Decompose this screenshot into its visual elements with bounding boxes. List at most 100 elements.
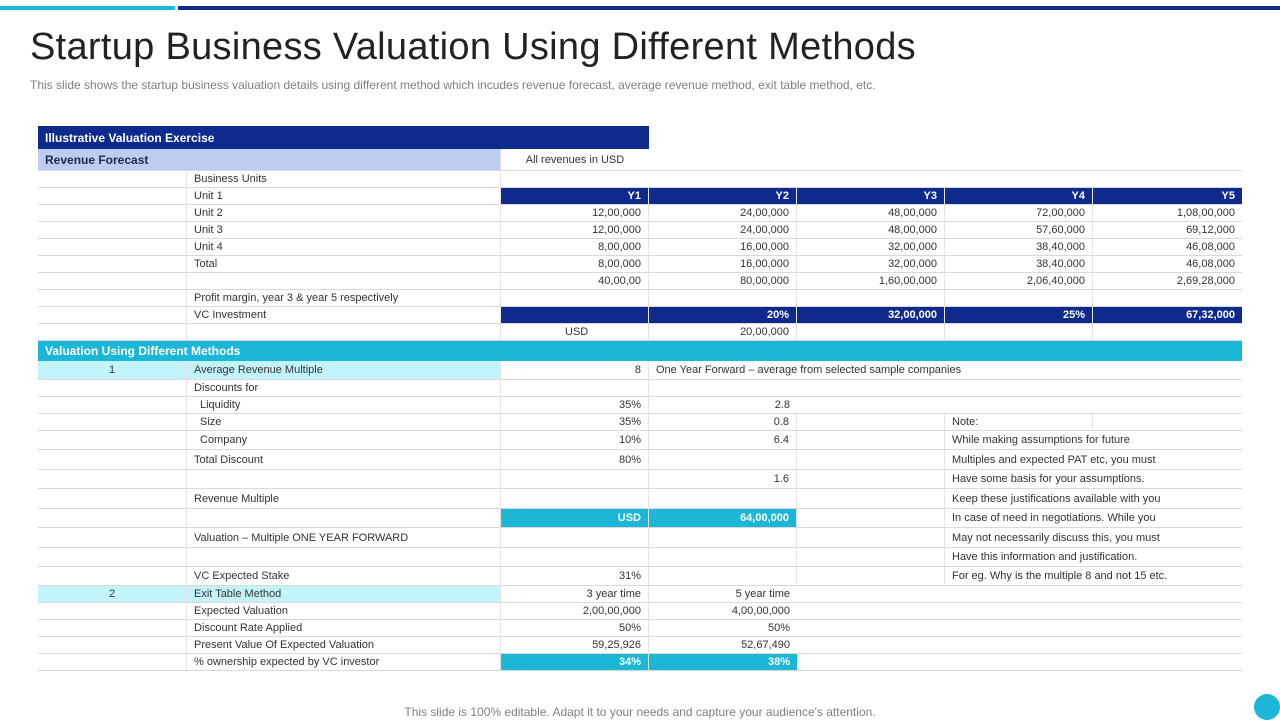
total-value: 80,00,000	[649, 273, 797, 289]
discount-row: Company 10% 6.4 While making assumptions…	[38, 431, 1242, 450]
unit-value: 48,00,000	[797, 205, 945, 221]
unit-value: 16,00,000	[649, 256, 797, 272]
profit-margin-value: 32,00,000	[797, 307, 945, 323]
method-name: Exit Table Method	[187, 586, 501, 602]
after-discount-value: 1.6	[649, 470, 797, 488]
business-units-label: Business Units	[187, 171, 501, 187]
unit-value: 38,40,000	[945, 256, 1093, 272]
note-line: Keep these justifications available with…	[952, 492, 1161, 505]
table-row: Unit 4 8,00,000 16,00,000 32,00,000 38,4…	[38, 239, 1242, 256]
exit-row-value: 4,00,00,000	[731, 605, 790, 617]
revenue-currency: USD	[501, 509, 649, 527]
note-line: Note:	[945, 414, 1093, 430]
multiple-value: 8	[501, 361, 649, 379]
discount-factor: 2.8	[774, 399, 790, 411]
unit-value: 72,00,000	[945, 205, 1093, 221]
exit-col-header: 3 year time	[501, 586, 649, 602]
exit-row-label: % ownership expected by VC investor	[187, 654, 501, 670]
revenue-value-row: USD 64,00,000 In case of need in negotia…	[38, 509, 1242, 528]
method-number: 1	[38, 361, 187, 379]
year-header: Y1	[501, 188, 649, 204]
slide-title: Startup Business Valuation Using Differe…	[30, 26, 916, 68]
total-value: 40,00,00	[501, 273, 649, 289]
vc-investment-amount: 20,00,000	[649, 324, 797, 340]
exit-row-value: 50%	[767, 622, 790, 634]
unit-value: 12,00,000	[501, 222, 649, 238]
method-name: Average Revenue Multiple	[187, 361, 501, 379]
valuation-header: Valuation Using Different Methods	[38, 341, 1242, 361]
discount-label: Size	[187, 414, 501, 430]
unit-value: 1,08,00,000	[1176, 207, 1235, 219]
note-line: May not necessarily discuss this, you mu…	[952, 531, 1160, 544]
discount-label: Liquidity	[187, 397, 501, 413]
unit-value: 32,00,000	[797, 239, 945, 255]
table-row: Have this information and justification.	[38, 548, 1242, 567]
exit-row-value: 2,00,00,000	[501, 603, 649, 619]
valuation-header-row: Valuation Using Different Methods	[38, 341, 1242, 361]
exit-row-value: 34%	[501, 654, 649, 670]
unit-value: 8,00,000	[501, 239, 649, 255]
table-row: Unit 2 12,00,000 24,00,000 48,00,000 72,…	[38, 205, 1242, 222]
years-header-row: Unit 1 Y1 Y2 Y3 Y4 Y5	[38, 188, 1242, 205]
table-row: Total 8,00,000 16,00,000 32,00,000 38,40…	[38, 256, 1242, 273]
unit-value: 8,00,000	[501, 256, 649, 272]
unit-value: 46,08,000	[1186, 241, 1235, 253]
note-line: Have some basis for your assumptions.	[952, 473, 1145, 485]
note-line: While making assumptions for future	[952, 434, 1130, 446]
discounts-for-row: Discounts for	[38, 380, 1242, 397]
vc-stake-value: 31%	[501, 567, 649, 585]
exit-col-header: 5 year time	[735, 588, 790, 600]
method-number: 2	[38, 586, 187, 602]
discounts-for-label: Discounts for	[187, 380, 501, 396]
accent-bar-cyan	[0, 6, 175, 10]
total-discount-pct: 80%	[501, 450, 649, 469]
valuation-multiple-label: Valuation – Multiple ONE YEAR FORWARD	[187, 528, 501, 547]
exit-row-value: 52,67,490	[741, 639, 790, 651]
table-row: Discount Rate Applied 50% 50%	[38, 620, 1242, 637]
unit-value: 38,40,000	[945, 239, 1093, 255]
slide-footer: This slide is 100% editable. Adapt it to…	[404, 705, 876, 719]
exit-row-label: Expected Valuation	[187, 603, 501, 619]
valuation-multiple-row: Valuation – Multiple ONE YEAR FORWARD Ma…	[38, 528, 1242, 548]
unit-value: 12,00,000	[501, 205, 649, 221]
exit-row-label: Present Value Of Expected Valuation	[187, 637, 501, 653]
unit-value: 24,00,000	[649, 222, 797, 238]
profit-margin-value: 67,32,000	[1093, 307, 1242, 323]
unit-label: Unit 4	[187, 239, 501, 255]
table-row: Unit 3 12,00,000 24,00,000 48,00,000 57,…	[38, 222, 1242, 239]
table-header-row: Illustrative Valuation Exercise	[38, 126, 1242, 149]
vc-stake-label: VC Expected Stake	[187, 567, 501, 585]
discount-pct: 10%	[501, 431, 649, 449]
unit-value: 57,60,000	[945, 222, 1093, 238]
table-row: % ownership expected by VC investor 34% …	[38, 654, 1242, 671]
revenue-forecast-row: Revenue Forecast All revenues in USD	[38, 149, 1242, 171]
profit-margin-value: 25%	[945, 307, 1093, 323]
profit-margin-label: Profit margin, year 3 & year 5 respectiv…	[187, 290, 501, 306]
discount-pct: 35%	[501, 414, 649, 430]
method1-row: 1 Average Revenue Multiple 8 One Year Fo…	[38, 361, 1242, 380]
discount-label: Company	[187, 431, 501, 449]
discount-row: Liquidity 35% 2.8	[38, 397, 1242, 414]
unit-value: 69,12,000	[1186, 224, 1235, 236]
unit-label: Total	[187, 256, 501, 272]
discount-row: Size 35% 0.8 Note:	[38, 414, 1242, 431]
exit-row-value: 38%	[649, 654, 797, 670]
accent-bar-navy	[178, 6, 1280, 10]
total-discount-label: Total Discount	[187, 450, 501, 469]
note-line: In case of need in negotiations. While y…	[952, 512, 1156, 524]
discount-pct: 35%	[501, 397, 649, 413]
after-discount-row: 1.6 Have some basis for your assumptions…	[38, 470, 1242, 489]
year-header: Y2	[649, 188, 797, 204]
unit-value: 32,00,000	[797, 256, 945, 272]
exit-row-value: 50%	[501, 620, 649, 636]
total-row: 40,00,00 80,00,000 1,60,00,000 2,06,40,0…	[38, 273, 1242, 290]
total-value: 1,60,00,000	[797, 273, 945, 289]
total-value: 2,69,28,000	[1176, 275, 1235, 287]
vc-stake-row: VC Expected Stake 31% For eg. Why is the…	[38, 567, 1242, 586]
vc-investment-currency: USD	[501, 324, 649, 340]
vc-investment-row: VC Investment 20% 32,00,000 25% 67,32,00…	[38, 307, 1242, 324]
unit-value: 24,00,000	[649, 205, 797, 221]
unit-value: 16,00,000	[649, 239, 797, 255]
corner-decoration	[1254, 694, 1280, 720]
revenue-multiple-row: Revenue Multiple Keep these justificatio…	[38, 489, 1242, 509]
